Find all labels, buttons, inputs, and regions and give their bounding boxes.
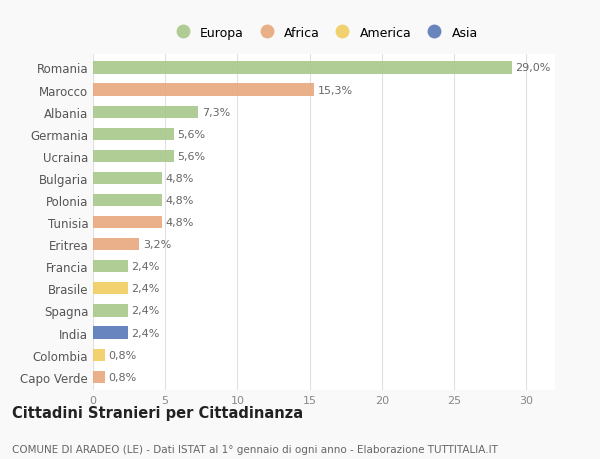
Bar (93, 371, 104, 383)
Text: 7,3%: 7,3% (202, 107, 230, 118)
Text: 4,8%: 4,8% (166, 174, 194, 184)
Legend: Europa, Africa, America, Asia: Europa, Africa, America, Asia (167, 24, 481, 42)
Bar (93, 195, 162, 207)
Bar (93, 349, 104, 361)
Bar (93, 283, 128, 295)
Bar (93, 239, 139, 251)
Text: 5,6%: 5,6% (178, 151, 206, 162)
Bar (93, 106, 199, 118)
Text: 15,3%: 15,3% (317, 85, 353, 95)
Text: 2,4%: 2,4% (131, 306, 160, 316)
Text: 0,8%: 0,8% (108, 372, 136, 382)
Bar (93, 305, 128, 317)
Text: 2,4%: 2,4% (131, 262, 160, 272)
Bar (93, 129, 174, 140)
Text: 3,2%: 3,2% (143, 240, 171, 250)
Text: Cittadini Stranieri per Cittadinanza: Cittadini Stranieri per Cittadinanza (12, 405, 303, 420)
Text: 2,4%: 2,4% (131, 328, 160, 338)
Text: COMUNE DI ARADEO (LE) - Dati ISTAT al 1° gennaio di ogni anno - Elaborazione TUT: COMUNE DI ARADEO (LE) - Dati ISTAT al 1°… (12, 444, 498, 454)
Text: 0,8%: 0,8% (108, 350, 136, 360)
Bar (93, 151, 174, 162)
Text: 5,6%: 5,6% (178, 129, 206, 140)
Text: 4,8%: 4,8% (166, 218, 194, 228)
Text: 4,8%: 4,8% (166, 196, 194, 206)
Bar (93, 173, 162, 185)
Bar (93, 261, 128, 273)
Bar (93, 62, 512, 74)
Bar (93, 327, 128, 339)
Text: 2,4%: 2,4% (131, 284, 160, 294)
Bar (93, 217, 162, 229)
Text: 29,0%: 29,0% (515, 63, 551, 73)
Bar (93, 84, 314, 96)
